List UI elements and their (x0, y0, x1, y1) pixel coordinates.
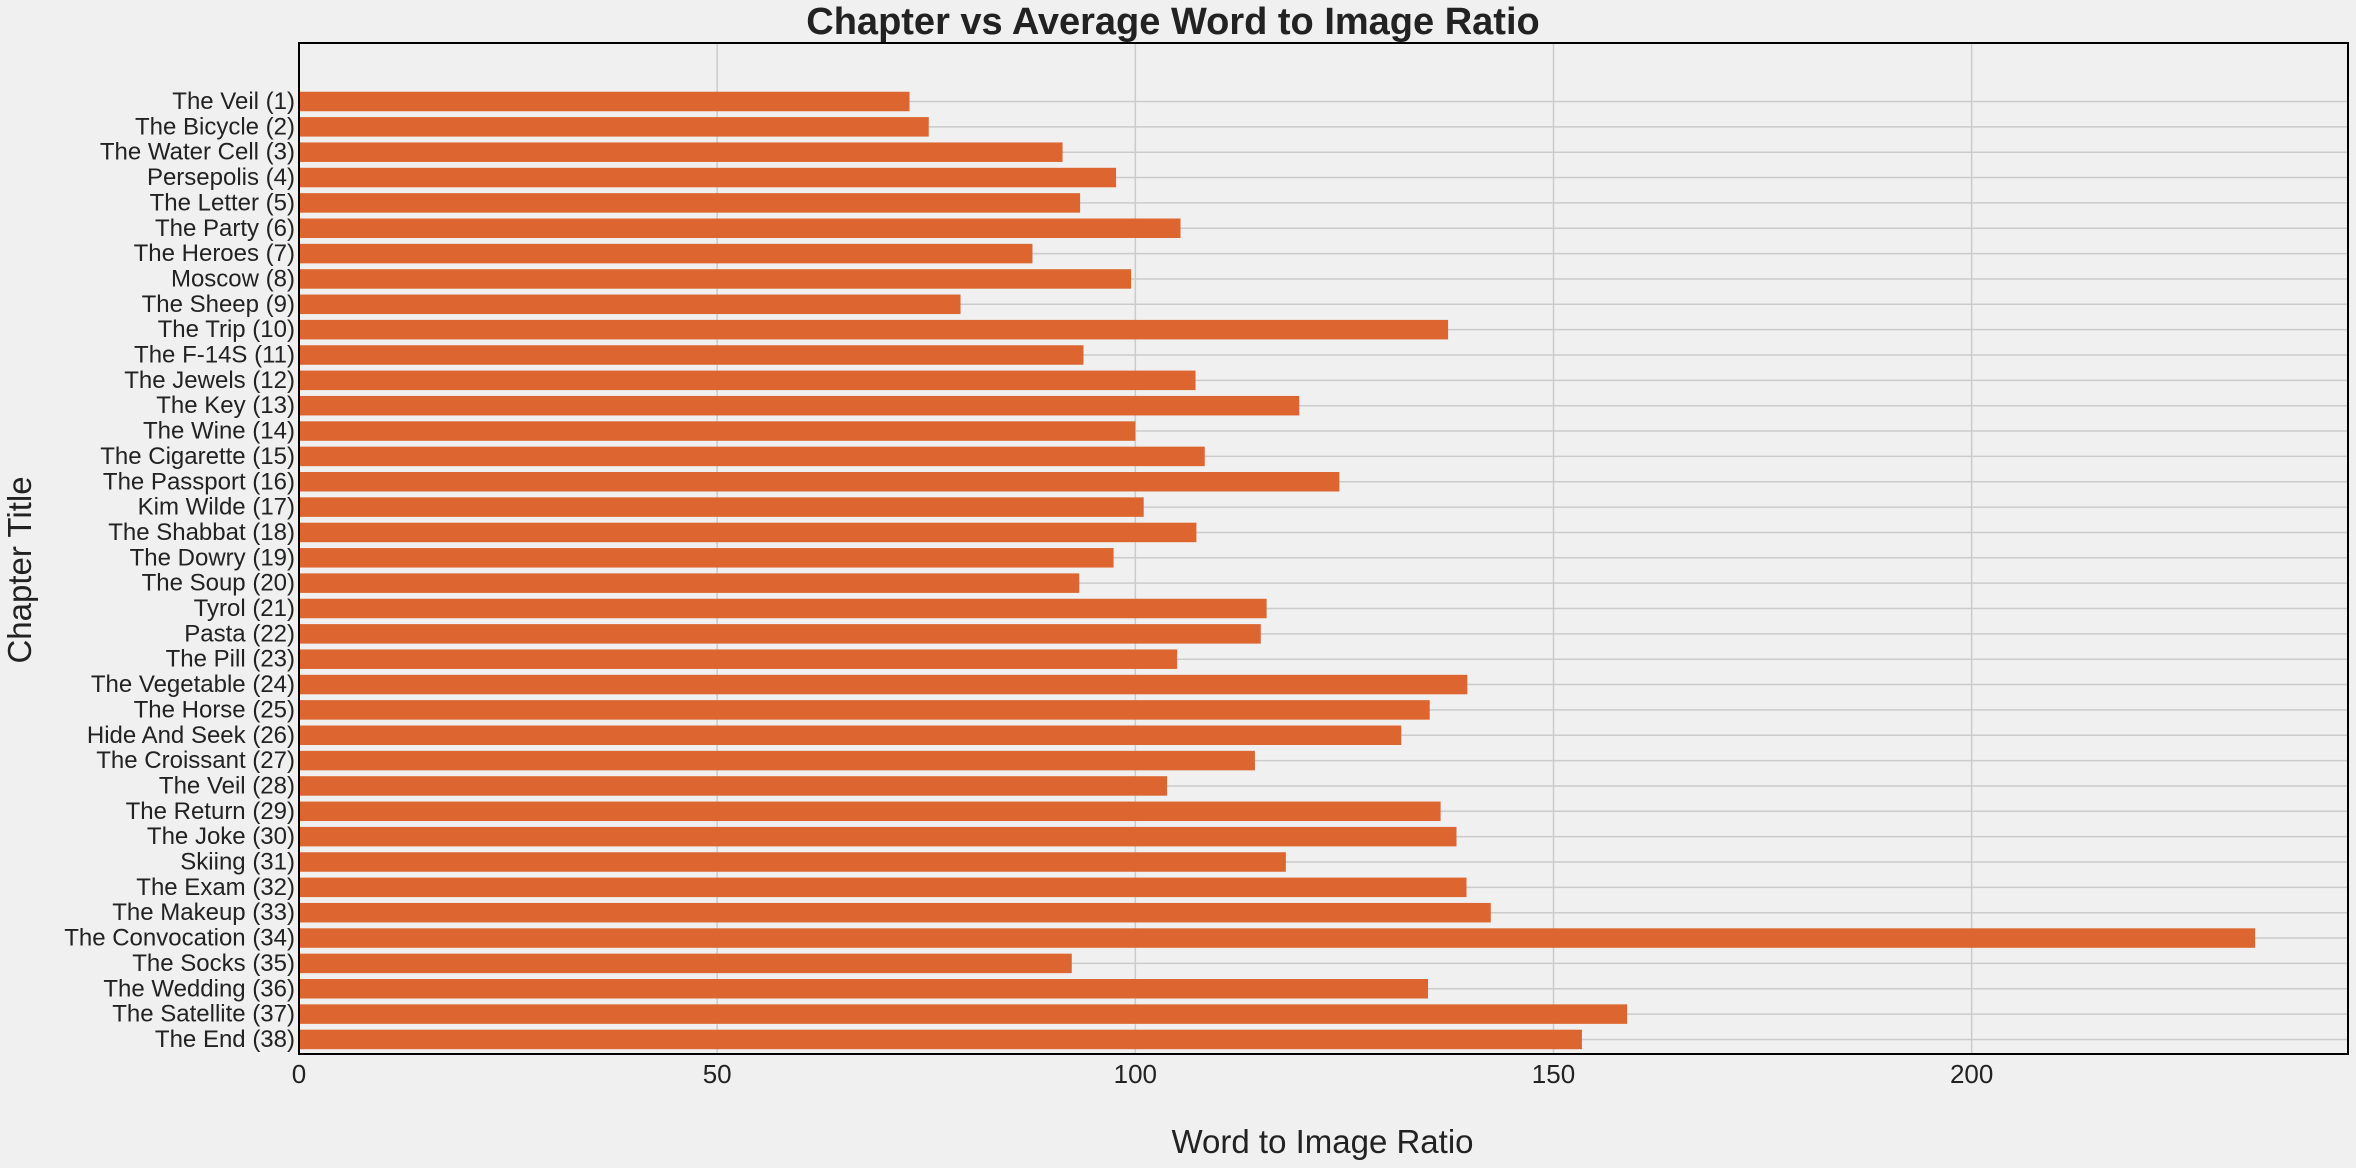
y-tick-label: The Return (29) (126, 798, 295, 825)
bar (299, 928, 2256, 948)
bar (299, 395, 1300, 416)
bar (299, 826, 1457, 847)
bar (299, 142, 1063, 162)
bar (299, 700, 1430, 720)
y-axis-label: Chapter Title (1, 476, 38, 663)
y-tick-label: The Key (13) (156, 392, 295, 419)
y-tick-label: The Bicycle (2) (135, 113, 295, 140)
chart-title: Chapter vs Average Word to Image Ratio (806, 1, 1539, 43)
y-tick-label: The Convocation (34) (64, 925, 295, 952)
y-tick-label: Skiing (31) (180, 849, 295, 876)
bar (299, 294, 961, 315)
bar (299, 319, 1449, 340)
bar (299, 598, 1267, 619)
y-tick-label: The Trip (10) (158, 316, 295, 343)
x-tick-label: 100 (1114, 1059, 1157, 1089)
y-tick-label: The Satellite (37) (112, 1001, 295, 1028)
bar (299, 877, 1467, 898)
y-tick-label: The Water Cell (3) (100, 139, 295, 166)
y-tick-label: The End (38) (155, 1026, 295, 1053)
bar (299, 446, 1205, 467)
bar (299, 370, 1196, 391)
y-tick-label: The Joke (30) (147, 823, 295, 850)
y-tick-label: The Sheep (9) (142, 291, 295, 318)
y-tick-label: The Pill (23) (166, 646, 295, 673)
x-tick-label: 0 (292, 1059, 306, 1089)
bar (299, 167, 1117, 188)
bar (299, 953, 1072, 974)
y-tick-label: Pasta (22) (184, 620, 295, 647)
bar (299, 421, 1136, 441)
bar (299, 750, 1255, 771)
x-tick-label: 50 (703, 1059, 732, 1089)
bar (299, 902, 1491, 923)
y-tick-label: The Exam (32) (136, 874, 295, 901)
y-tick-label: Moscow (8) (171, 265, 295, 292)
bar (299, 725, 1402, 745)
bar (299, 91, 910, 112)
y-tick-label: The Party (6) (155, 215, 295, 242)
y-tick-label: The F-14S (11) (134, 342, 295, 369)
bar (299, 1004, 1628, 1024)
y-tick-label: The Cigarette (15) (100, 443, 295, 470)
bar (299, 776, 1168, 796)
y-tick-label: Persepolis (4) (147, 164, 295, 191)
bar (299, 674, 1468, 695)
bar (299, 522, 1197, 543)
x-tick-label: 200 (1950, 1059, 1993, 1089)
y-tick-label: The Letter (5) (150, 189, 295, 216)
y-tick-label: The Veil (28) (159, 772, 295, 799)
bar (299, 979, 1429, 999)
plot-frame (298, 42, 2349, 1055)
y-tick-label: The Wedding (36) (103, 975, 295, 1002)
y-tick-label: The Makeup (33) (112, 899, 295, 926)
bar (299, 649, 1178, 669)
x-tick-labels: 0 50 100 150 200 (292, 1059, 1994, 1089)
y-tick-label: Kim Wilde (17) (138, 494, 295, 521)
y-tick-label: The Soup (20) (142, 570, 295, 597)
bar (299, 218, 1181, 238)
bar (299, 548, 1114, 568)
y-tick-label: The Jewels (12) (124, 367, 295, 394)
y-tick-label: The Vegetable (24) (91, 671, 295, 698)
x-axis-label: Word to Image Ratio (1171, 1123, 1473, 1160)
bar (299, 472, 1340, 492)
bar (299, 117, 929, 137)
y-tick-label: The Horse (25) (134, 696, 295, 723)
bar (299, 1029, 1582, 1050)
y-tick-label: The Wine (14) (143, 418, 295, 445)
y-tick-label: The Passport (16) (103, 468, 295, 495)
y-tick-labels: The Veil (1)The Bicycle (2)The Water Cel… (64, 88, 295, 1053)
y-tick-label: The Shabbat (18) (108, 519, 295, 546)
y-tick-label: The Heroes (7) (134, 240, 295, 267)
bars (299, 91, 2256, 1050)
y-tick-label: The Dowry (19) (130, 544, 295, 571)
y-tick-label: The Veil (1) (172, 88, 295, 115)
y-tick-label: The Croissant (27) (96, 747, 295, 774)
y-tick-label: Tyrol (21) (194, 595, 295, 622)
bar (299, 573, 1080, 593)
bar (299, 345, 1084, 365)
y-tick-label: The Socks (35) (132, 950, 295, 977)
bar (299, 624, 1261, 644)
bar (299, 497, 1144, 517)
bar (299, 852, 1286, 872)
x-tick-label: 150 (1532, 1059, 1575, 1089)
bar (299, 801, 1441, 822)
bar (299, 243, 1033, 264)
bar (299, 193, 1081, 213)
bar (299, 269, 1132, 289)
y-tick-label: Hide And Seek (26) (87, 722, 295, 749)
